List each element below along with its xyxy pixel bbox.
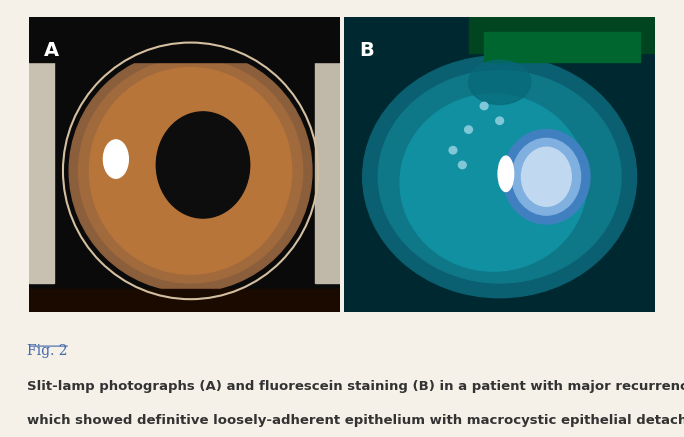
Text: A: A — [44, 41, 60, 60]
Ellipse shape — [69, 50, 312, 292]
Ellipse shape — [103, 140, 129, 178]
Ellipse shape — [512, 139, 581, 215]
Ellipse shape — [363, 56, 637, 298]
Text: B: B — [360, 41, 374, 60]
Ellipse shape — [496, 117, 503, 125]
Bar — [29, 17, 340, 62]
Text: which showed definitive loosely-adherent epithelium with macrocystic epithelial : which showed definitive loosely-adherent… — [27, 414, 684, 427]
Text: Fig. 2: Fig. 2 — [27, 344, 68, 358]
Bar — [469, 17, 655, 53]
Ellipse shape — [400, 94, 587, 271]
Text: Slit-lamp photographs (A) and fluorescein staining (B) in a patient with major r: Slit-lamp photographs (A) and fluorescei… — [27, 380, 684, 393]
Bar — [29, 289, 340, 312]
Ellipse shape — [503, 129, 590, 224]
Ellipse shape — [449, 146, 457, 154]
Ellipse shape — [378, 70, 621, 283]
Ellipse shape — [79, 59, 302, 283]
Bar — [484, 32, 640, 62]
Ellipse shape — [464, 126, 473, 133]
Ellipse shape — [521, 147, 571, 206]
Ellipse shape — [458, 161, 466, 169]
Bar — [29, 47, 53, 283]
Ellipse shape — [157, 112, 250, 218]
Ellipse shape — [90, 68, 291, 274]
Ellipse shape — [469, 60, 531, 104]
Ellipse shape — [498, 156, 514, 191]
Bar — [315, 47, 340, 283]
Ellipse shape — [480, 102, 488, 110]
